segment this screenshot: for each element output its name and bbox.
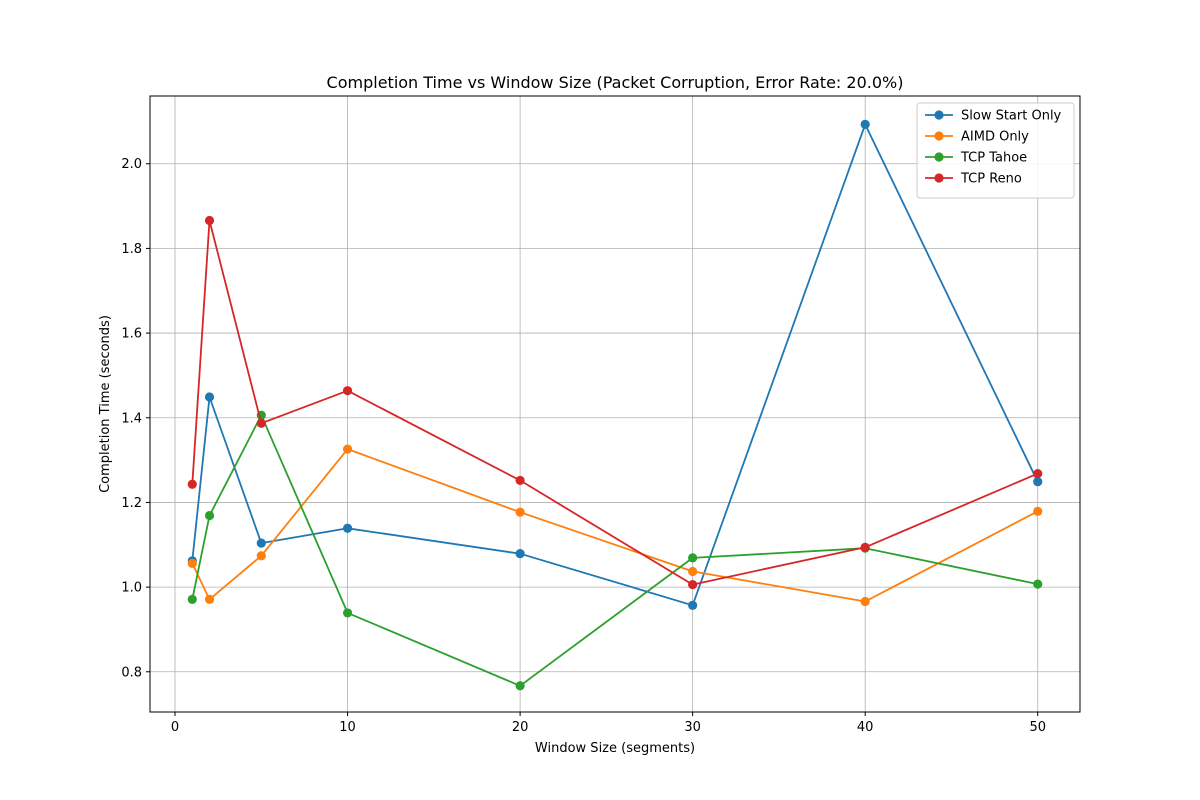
y-axis-label: Completion Time (seconds) — [98, 315, 113, 493]
y-tick-label: 2.0 — [121, 157, 142, 172]
y-tick-label: 1.2 — [121, 496, 142, 511]
legend-marker — [934, 110, 944, 120]
data-point — [688, 579, 698, 590]
y-tick-label: 0.8 — [121, 665, 142, 680]
y-tick-label: 1.8 — [121, 242, 142, 257]
plot-area — [149, 95, 1081, 713]
data-point — [515, 549, 525, 559]
y-tick-label: 1.0 — [121, 581, 142, 596]
data-point — [204, 392, 215, 402]
axis-ticks: 0 10 20 30 40 50 0.8 1.0 1.2 1.4 1.6 1.8 2.0 — [121, 157, 1046, 735]
legend-label: TCP Reno — [960, 172, 1022, 187]
data-point — [515, 475, 525, 486]
legend-item: TCP Reno — [925, 172, 1022, 187]
legend-item: Slow Start Only — [925, 109, 1062, 124]
data-point — [256, 538, 266, 548]
data-point — [860, 542, 870, 552]
data-point — [187, 558, 197, 568]
legend-label: Slow Start Only — [961, 109, 1062, 124]
series-line — [191, 123, 1039, 607]
data-point — [515, 681, 525, 691]
legend-box — [916, 102, 1075, 199]
x-tick-label: 30 — [684, 720, 701, 735]
data-point — [1033, 477, 1043, 487]
legend-marker — [934, 173, 944, 183]
data-point — [688, 553, 698, 563]
data-point — [860, 596, 870, 607]
x-axis-label: Window Size (segments) — [535, 741, 695, 756]
data-point — [204, 215, 215, 226]
legend-marker — [934, 131, 944, 141]
data-point — [688, 600, 698, 610]
legend: Slow Start Only AIMD Only TCP Tahoe TCP Ren… — [916, 102, 1075, 199]
chart-title: Completion Time vs Window Size (Packet C… — [327, 73, 904, 92]
y-tick-label: 1.4 — [121, 411, 142, 426]
series-tcp-reno — [187, 215, 1043, 590]
x-tick-label: 50 — [1029, 720, 1046, 735]
legend-label: AIMD Only — [961, 130, 1029, 145]
series-line — [191, 448, 1039, 603]
legend-item: TCP Tahoe — [925, 151, 1027, 166]
x-tick-label: 0 — [171, 720, 179, 735]
data-point — [342, 608, 353, 618]
data-point — [1033, 469, 1043, 479]
data-point — [256, 418, 266, 428]
legend-label: TCP Tahoe — [960, 151, 1027, 166]
data-point — [187, 594, 197, 604]
data-point — [1033, 579, 1043, 589]
data-point — [1033, 506, 1043, 516]
data-point — [860, 119, 870, 129]
series-slow-start-only — [187, 119, 1043, 610]
legend-marker — [934, 152, 944, 162]
series-aimd-only — [187, 444, 1043, 607]
data-point — [256, 551, 266, 561]
data-point — [204, 510, 215, 521]
data-point — [342, 523, 353, 533]
series-layer — [187, 119, 1043, 691]
x-tick-label: 40 — [857, 720, 874, 735]
x-tick-label: 10 — [339, 720, 356, 735]
data-point — [342, 386, 353, 396]
series-line — [191, 219, 1039, 586]
data-point — [688, 566, 698, 577]
data-point — [515, 507, 525, 517]
x-tick-label: 20 — [512, 720, 529, 735]
legend-item: AIMD Only — [925, 130, 1029, 145]
series-line — [191, 414, 1038, 687]
y-tick-label: 1.6 — [121, 327, 142, 342]
data-point — [342, 444, 353, 454]
data-point — [187, 479, 197, 489]
data-point — [204, 594, 215, 604]
